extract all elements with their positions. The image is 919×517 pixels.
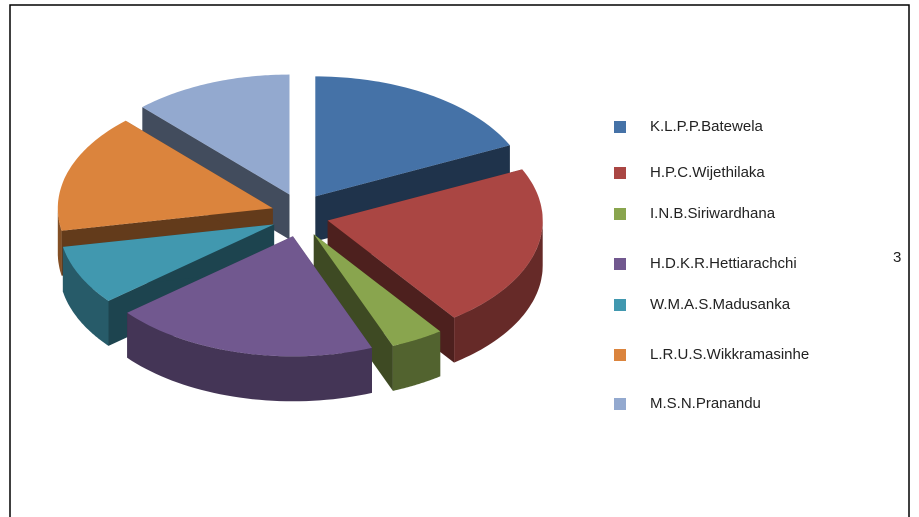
slice-top <box>327 169 543 318</box>
legend-swatch <box>614 349 626 361</box>
slice-top <box>313 234 441 346</box>
slice-wall <box>392 331 441 391</box>
slice-top <box>62 224 275 301</box>
legend-label: I.N.B.Siriwardhana <box>650 205 776 222</box>
slice-side <box>313 234 393 391</box>
slice-wall <box>127 312 372 402</box>
pie-slice <box>327 169 543 363</box>
legend-swatch <box>614 258 626 270</box>
slice-wall <box>454 220 543 363</box>
legend-label: H.P.C.Wijethilaka <box>650 164 765 181</box>
slice-top <box>57 120 273 231</box>
legend-label: W.M.A.S.Madusanka <box>650 296 791 313</box>
legend-swatch <box>614 299 626 311</box>
annotation: 3 <box>893 249 901 266</box>
legend-swatch <box>614 121 626 133</box>
slice-wall <box>62 246 109 346</box>
legend-swatch <box>614 167 626 179</box>
legend-swatch <box>614 398 626 410</box>
legend-label: K.L.P.P.Batewela <box>650 118 764 135</box>
slice-top <box>315 76 510 197</box>
pie-slice <box>127 236 372 402</box>
pie-slice <box>313 234 441 391</box>
slice-top <box>127 236 372 357</box>
slice-top <box>142 74 290 195</box>
slice-wall <box>57 208 62 276</box>
legend-label: L.R.U.S.Wikkramasinhe <box>650 346 809 363</box>
legend-label: H.D.K.R.Hettiarachchi <box>650 255 797 272</box>
legend-label: M.S.N.Pranandu <box>650 395 761 412</box>
legend-swatch <box>614 208 626 220</box>
